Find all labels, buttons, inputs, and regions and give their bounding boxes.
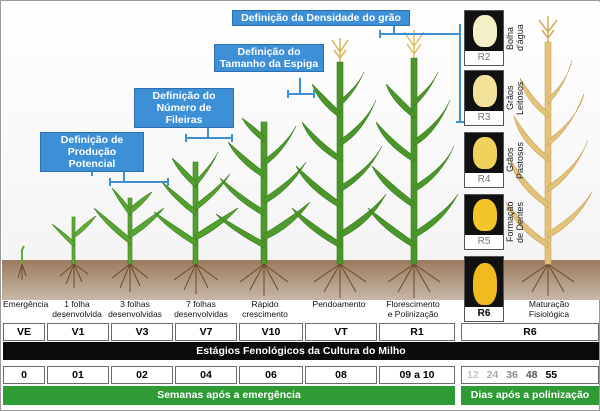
phenology-title-band: Estágios Fenológicos da Cultura do Milho — [3, 342, 599, 360]
callout-fileiras-text: Definição do Número de Fileiras — [152, 90, 216, 126]
plant-growth-scene: Definição de Produção Potencial Definiçã… — [2, 2, 600, 322]
week-cell: 01 — [47, 366, 109, 384]
kernel-icon — [473, 15, 497, 47]
card-code: R6 — [465, 307, 503, 321]
week-cell: 0 — [3, 366, 45, 384]
day-value: 55 — [545, 369, 558, 381]
day-value: 48 — [525, 369, 538, 381]
card-label-r3: Grãos Leitosos — [505, 81, 525, 115]
plant-v10 — [215, 117, 311, 265]
kernel-icon — [473, 263, 497, 305]
week-cell: 06 — [239, 366, 303, 384]
code-vt: VT — [305, 323, 377, 341]
card-label-r2: Bolha d'água — [505, 24, 525, 52]
label-v7: 7 folhas desenvolvidas — [174, 299, 228, 319]
label-r1: Florescimento e Polinização — [386, 299, 440, 319]
card-r4: R4 — [464, 132, 504, 188]
card-label-r4: Grãos Pastosos — [505, 141, 525, 179]
kernel-icon — [473, 199, 497, 231]
week-cell: 04 — [175, 366, 237, 384]
card-r3: R3 — [464, 70, 504, 126]
week-cell: 09 a 10 — [379, 366, 455, 384]
callout-tamanho-espiga: Definição do Tamanho da Espiga — [214, 44, 324, 72]
plant-vt — [291, 61, 387, 265]
code-v1: V1 — [47, 323, 109, 341]
callout-producao-potencial: Definição de Produção Potencial — [40, 132, 144, 172]
plant-r6 — [505, 41, 593, 265]
card-code: R3 — [465, 111, 503, 125]
day-value: 24 — [486, 369, 499, 381]
card-code: R5 — [465, 235, 503, 249]
kernel-icon — [473, 137, 497, 169]
card-r6: R6 — [464, 256, 504, 322]
label-v1: 1 folha desenvolvida — [52, 299, 102, 319]
stage-codes-row: VE V1 V3 V7 V10 VT R1 R6 — [3, 323, 599, 341]
tassel-r6 — [538, 16, 558, 42]
weeks-row: 0 01 02 04 06 08 09 a 10 — [3, 366, 459, 384]
label-v10: Rápido crescimento — [242, 299, 288, 319]
callout-densidade-grao: Definição da Densidade do grão — [232, 10, 410, 26]
tassel-vt — [331, 38, 349, 62]
week-cell: 02 — [111, 366, 173, 384]
plant-v7 — [153, 151, 239, 265]
card-code: R2 — [465, 51, 503, 65]
roots — [17, 263, 575, 298]
label-r6: Maturação Fisiológica — [528, 299, 570, 319]
label-v3: 3 folhas desenvolvidas — [108, 299, 162, 319]
label-vt: Pendoamento — [312, 299, 366, 309]
callout-espiga-text: Definição do Tamanho da Espiga — [219, 46, 319, 70]
callout-producao-text: Definição de Produção Potencial — [60, 134, 124, 170]
days-after-pollination-values: 12 24 36 48 55 — [461, 366, 599, 384]
kernel-icon — [473, 75, 497, 107]
label-emergencia: Emergência — [3, 299, 49, 309]
weeks-label-band: Semanas após a emergência — [3, 386, 455, 405]
code-v7: V7 — [175, 323, 237, 341]
plant-v3 — [93, 187, 165, 265]
callout-numero-fileiras: Definição do Número de Fileiras — [134, 88, 234, 128]
days-label-band: Dias após a polinização — [461, 386, 599, 405]
card-label-r5: Formação de Dentes — [505, 201, 525, 243]
code-ve: VE — [3, 323, 45, 341]
plant-v1 — [51, 215, 97, 265]
day-value: 12 — [467, 369, 479, 381]
week-cell: 08 — [305, 366, 377, 384]
code-r6: R6 — [461, 323, 599, 341]
callout-densidade-text: Definição da Densidade do grão — [241, 12, 401, 24]
plant-ve — [21, 245, 25, 264]
card-r2: R2 — [464, 10, 504, 66]
day-value: 36 — [506, 369, 518, 381]
card-r5: R5 — [464, 194, 504, 250]
soil — [2, 260, 600, 300]
plant-r1 — [367, 57, 459, 265]
code-v3: V3 — [111, 323, 173, 341]
tassel-r1 — [403, 30, 425, 58]
card-code: R4 — [465, 173, 503, 187]
code-r1: R1 — [379, 323, 455, 341]
code-v10: V10 — [239, 323, 303, 341]
